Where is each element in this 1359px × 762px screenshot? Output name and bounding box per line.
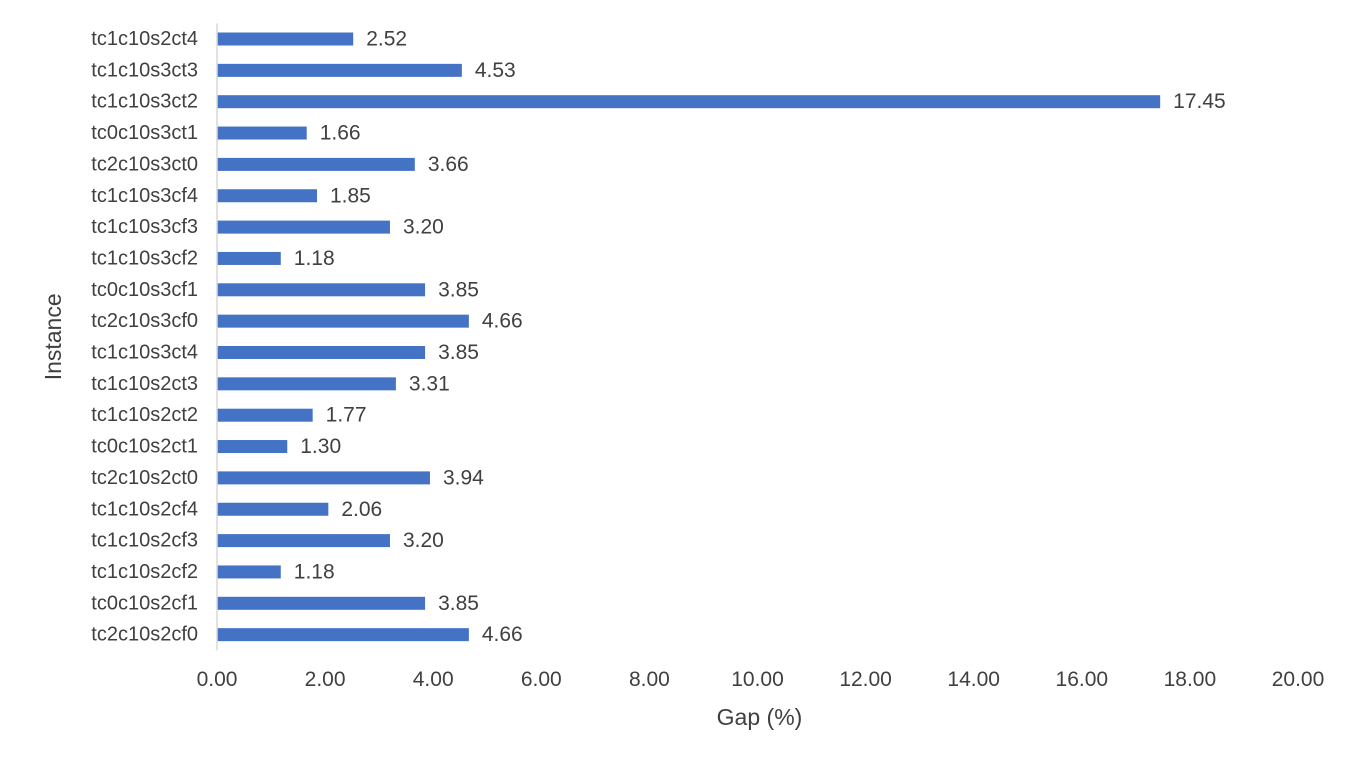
data-label: 2.52 bbox=[366, 28, 407, 51]
category-label: tc1c10s3ct2 bbox=[91, 91, 198, 113]
x-tick-label: 6.00 bbox=[521, 668, 562, 691]
category-label: tc1c10s2cf3 bbox=[91, 530, 198, 552]
data-label: 3.85 bbox=[438, 592, 479, 615]
x-tick-labels-group: 0.00 2.00 4.00 6.00 8.00 10.00 12.00 14.00 16.00… bbox=[197, 668, 1325, 691]
category-label: tc1c10s2ct4 bbox=[91, 28, 198, 50]
data-label: 3.66 bbox=[428, 153, 469, 176]
x-tick-label: 18.00 bbox=[1164, 668, 1217, 691]
bar-tc1c10s3ct3 bbox=[217, 63, 462, 77]
data-label: 1.77 bbox=[326, 404, 367, 427]
category-label: tc0c10s3cf1 bbox=[91, 279, 198, 301]
data-labels-group: 2.524.5317.451.663.661.853.201.183.854.6… bbox=[294, 28, 1226, 647]
bar-tc0c10s3cf1 bbox=[217, 283, 426, 297]
category-label: tc1c10s2cf4 bbox=[91, 498, 198, 520]
x-axis-title: Gap (%) bbox=[717, 704, 803, 730]
data-label: 2.06 bbox=[341, 498, 382, 521]
category-label: tc1c10s2ct2 bbox=[91, 404, 198, 426]
category-label: tc0c10s2cf1 bbox=[91, 592, 198, 614]
x-tick-label: 8.00 bbox=[629, 668, 670, 691]
category-label: tc2c10s3ct0 bbox=[91, 153, 198, 175]
bar-tc2c10s2ct0 bbox=[217, 471, 430, 485]
data-label: 4.66 bbox=[482, 623, 523, 646]
category-label: tc1c10s3cf4 bbox=[91, 185, 198, 207]
data-label: 1.18 bbox=[294, 247, 335, 270]
data-label: 1.18 bbox=[294, 560, 335, 583]
bar-tc0c10s2ct1 bbox=[217, 440, 288, 454]
bar-tc2c10s3cf0 bbox=[217, 314, 469, 328]
bar-tc1c10s2ct4 bbox=[217, 32, 354, 46]
x-tick-label: 16.00 bbox=[1056, 668, 1109, 691]
x-tick-label: 12.00 bbox=[839, 668, 892, 691]
data-label: 4.66 bbox=[482, 310, 523, 333]
bar-tc1c10s3cf4 bbox=[217, 189, 317, 203]
category-label: tc1c10s3cf3 bbox=[91, 216, 198, 238]
category-label: tc1c10s3cf2 bbox=[91, 247, 198, 269]
bar-tc1c10s2cf3 bbox=[217, 534, 390, 548]
category-label: tc1c10s2ct3 bbox=[91, 373, 198, 395]
bar-tc1c10s3ct4 bbox=[217, 346, 426, 359]
bar-tc2c10s3ct0 bbox=[217, 157, 415, 171]
x-tick-label: 14.00 bbox=[947, 668, 1000, 691]
data-label: 1.30 bbox=[300, 435, 341, 458]
data-label: 3.20 bbox=[403, 529, 444, 552]
x-tick-label: 10.00 bbox=[731, 668, 784, 691]
x-tick-label: 20.00 bbox=[1272, 668, 1325, 691]
bars-group bbox=[217, 32, 1161, 642]
category-label: tc1c10s3ct3 bbox=[91, 59, 198, 81]
data-label: 17.45 bbox=[1173, 90, 1226, 113]
category-label: tc0c10s2ct1 bbox=[91, 436, 198, 458]
x-tick-label: 0.00 bbox=[197, 668, 238, 691]
x-tick-label: 4.00 bbox=[413, 668, 454, 691]
category-label: tc1c10s2cf2 bbox=[91, 561, 198, 583]
category-label: tc0c10s3ct1 bbox=[91, 122, 198, 144]
data-label: 1.66 bbox=[320, 122, 361, 145]
category-label: tc2c10s3cf0 bbox=[91, 310, 198, 332]
data-label: 3.20 bbox=[403, 216, 444, 239]
category-label: tc2c10s2ct0 bbox=[91, 467, 198, 489]
data-label: 3.85 bbox=[438, 341, 479, 364]
data-label: 4.53 bbox=[475, 59, 516, 82]
bar-tc2c10s2cf0 bbox=[217, 628, 469, 642]
bar-tc1c10s2cf2 bbox=[217, 565, 281, 579]
category-label: tc1c10s3ct4 bbox=[91, 342, 198, 364]
bar-tc1c10s3ct2 bbox=[217, 95, 1161, 109]
x-tick-label: 2.00 bbox=[305, 668, 346, 691]
bar-tc1c10s3cf3 bbox=[217, 220, 390, 234]
data-label: 3.31 bbox=[409, 372, 450, 395]
bar-tc1c10s2ct3 bbox=[217, 377, 396, 391]
data-label: 3.94 bbox=[443, 466, 484, 489]
bar-tc1c10s2ct2 bbox=[217, 408, 313, 422]
bar-tc1c10s2cf4 bbox=[217, 502, 329, 516]
bar-tc0c10s3ct1 bbox=[217, 126, 307, 140]
data-label: 3.85 bbox=[438, 278, 479, 301]
data-label: 1.85 bbox=[330, 184, 371, 207]
bar-tc0c10s2cf1 bbox=[217, 596, 426, 610]
category-labels-group: tc1c10s2ct4 tc1c10s3ct3 tc1c10s3ct2 tc0c10s… bbox=[91, 28, 198, 646]
bar-tc1c10s3cf2 bbox=[217, 251, 281, 265]
category-label: tc2c10s2cf0 bbox=[91, 624, 198, 646]
y-axis-title: Instance bbox=[40, 293, 66, 380]
